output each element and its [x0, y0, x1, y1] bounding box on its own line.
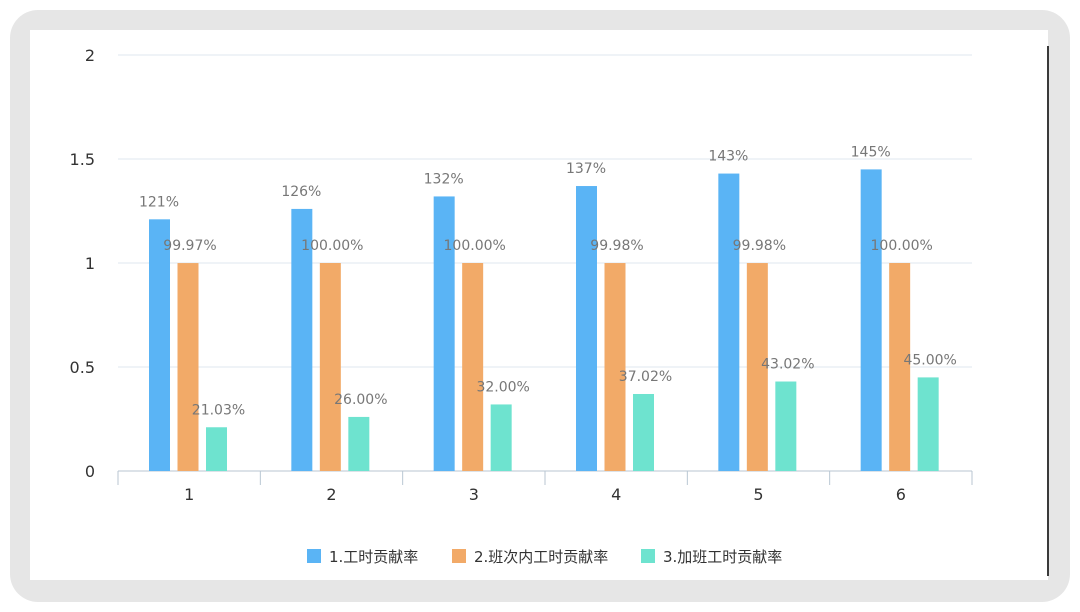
bar [149, 219, 170, 471]
bar [462, 263, 483, 471]
legend-label: 3.加班工时贡献率 [663, 548, 782, 566]
bar [576, 186, 597, 471]
bar [206, 427, 227, 471]
x-tick-label: 5 [753, 485, 763, 504]
data-label: 100.00% [444, 238, 506, 254]
data-label: 137% [566, 161, 606, 177]
legend-swatch [307, 549, 321, 563]
x-tick-label: 6 [896, 485, 906, 504]
y-tick-label: 1 [85, 254, 95, 273]
y-tick-label: 0 [85, 462, 95, 481]
data-label: 99.97% [163, 238, 216, 254]
data-label: 43.02% [761, 357, 814, 373]
data-label: 126% [281, 184, 321, 200]
data-label: 121% [139, 194, 179, 210]
x-tick-label: 4 [611, 485, 621, 504]
data-label: 21.03% [192, 402, 245, 418]
data-label: 37.02% [619, 369, 672, 385]
y-tick-label: 1.5 [70, 150, 95, 169]
data-label: 100.00% [301, 238, 363, 254]
data-label: 145% [851, 144, 891, 160]
bar [178, 263, 199, 471]
data-label: 132% [424, 171, 464, 187]
bar [491, 404, 512, 471]
bar [861, 169, 882, 471]
data-label: 26.00% [334, 392, 387, 408]
bar [718, 174, 739, 471]
data-label: 32.00% [476, 379, 529, 395]
bar [633, 394, 654, 471]
legend-label: 2.班次内工时贡献率 [474, 548, 608, 566]
data-label: 45.00% [903, 352, 956, 368]
bar [918, 377, 939, 471]
legend-label: 1.工时贡献率 [329, 548, 418, 566]
data-label: 100.00% [871, 238, 933, 254]
bar [775, 382, 796, 471]
x-tick-label: 1 [184, 485, 194, 504]
legend-swatch [641, 549, 655, 563]
legend-swatch [452, 549, 466, 563]
bar [605, 263, 626, 471]
bar [320, 263, 341, 471]
data-label: 99.98% [590, 238, 643, 254]
x-tick-label: 2 [326, 485, 336, 504]
data-label: 143% [708, 149, 748, 165]
data-label: 99.98% [733, 238, 786, 254]
y-tick-label: 0.5 [70, 358, 95, 377]
y-tick-label: 2 [85, 46, 95, 65]
bar [348, 417, 369, 471]
x-tick-label: 3 [469, 485, 479, 504]
